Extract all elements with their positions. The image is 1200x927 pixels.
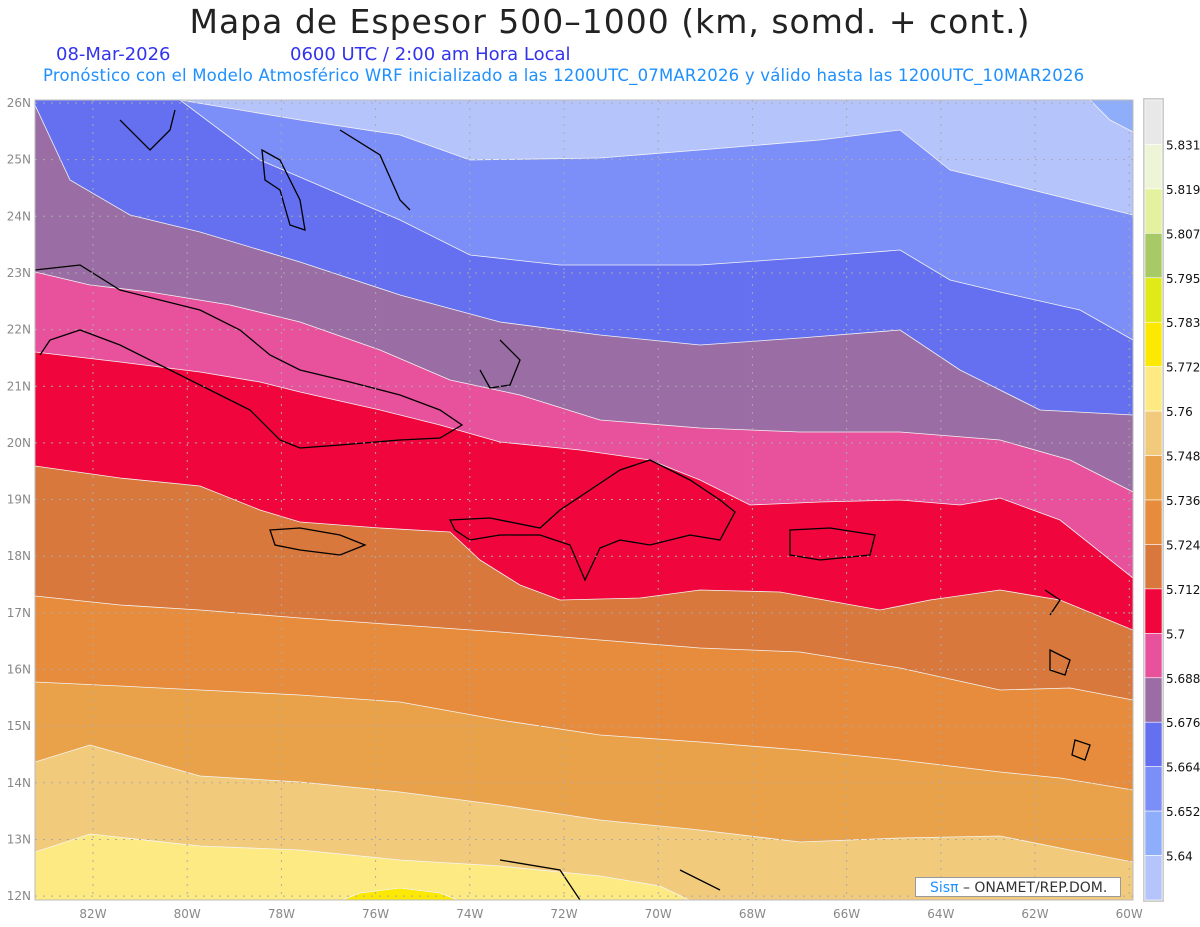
band	[35, 833, 691, 900]
coastline	[269, 527, 367, 556]
coastline	[119, 109, 176, 151]
lon-label: 66W	[833, 907, 860, 921]
coastline	[1071, 739, 1091, 761]
lat-label: 19N	[7, 493, 31, 507]
colorbar-label: 5.688	[1166, 672, 1200, 686]
graticule: 82W 80W 78W 76W 74W 72W 70W 68W 66W 64W 62W 60W 26N 2…	[7, 96, 1143, 921]
colorbar-swatch	[1144, 633, 1163, 679]
colorbar-swatch	[1144, 366, 1163, 412]
lon-label: 78W	[268, 907, 295, 921]
colorbar-label: 5.819	[1166, 183, 1200, 197]
colorbar-label: 5.652	[1166, 805, 1200, 819]
colorbar: 5.831 5.819 5.807 5.795 5.783 5.772 5.76 5.748 5…	[1143, 98, 1200, 902]
colorbar-label: 5.736	[1166, 494, 1200, 508]
coastline	[679, 869, 721, 891]
forecast-time: 0600 UTC / 2:00 am Hora Local	[290, 44, 571, 65]
colorbar-label: 5.748	[1166, 450, 1200, 464]
lon-label: 70W	[645, 907, 672, 921]
colorbar-label: 5.664	[1166, 761, 1200, 775]
lon-label: 62W	[1021, 907, 1048, 921]
colorbar-swatch	[1144, 766, 1163, 812]
lat-label: 26N	[7, 96, 31, 110]
colorbar-label: 5.676	[1166, 716, 1200, 730]
thickness-contours	[35, 100, 1133, 900]
lon-label: 72W	[550, 907, 577, 921]
colorbar-swatch	[1144, 677, 1163, 723]
lat-label: 24N	[7, 209, 31, 223]
colorbar-label: 5.795	[1166, 272, 1200, 286]
colorbar-swatch	[1144, 99, 1163, 145]
lat-label: 17N	[7, 606, 31, 620]
band	[1089, 100, 1133, 133]
colorbar-swatch	[1144, 455, 1163, 501]
lon-label: 82W	[79, 907, 106, 921]
colorbar-label: 5.831	[1166, 138, 1200, 152]
colorbar-label: 5.783	[1166, 316, 1200, 330]
coastline	[1049, 648, 1071, 676]
colorbar-label: 5.807	[1166, 227, 1200, 241]
coastline	[261, 148, 306, 231]
colorbar-swatch	[1144, 499, 1163, 545]
lon-label: 80W	[174, 907, 201, 921]
colorbar-swatch	[1144, 233, 1163, 279]
model-subtitle: Pronóstico con el Modelo Atmosférico WRF…	[43, 66, 1085, 85]
lon-label: 76W	[362, 907, 389, 921]
coastline	[339, 129, 411, 211]
credit-brand: Sisπ	[930, 880, 959, 896]
coastline	[499, 859, 581, 900]
band	[341, 887, 459, 900]
colorbar-label: 5.724	[1166, 538, 1200, 552]
colorbar-swatch	[1144, 588, 1163, 634]
lon-label: 68W	[739, 907, 766, 921]
colorbar-swatch	[1144, 410, 1163, 456]
lat-label: 14N	[7, 776, 31, 790]
credit-text: – ONAMET/REP.DOM.	[958, 880, 1108, 896]
colorbar-label: 5.7	[1166, 627, 1185, 641]
map-frame	[34, 99, 1134, 901]
coastline	[789, 527, 876, 561]
lon-label: 74W	[456, 907, 483, 921]
colorbar-swatch	[1144, 855, 1163, 901]
colorbar-swatch	[1144, 144, 1163, 190]
lon-label: 64W	[927, 907, 954, 921]
colorbar-label: 5.712	[1166, 583, 1200, 597]
lat-label: 23N	[7, 266, 31, 280]
lat-label: 18N	[7, 549, 31, 563]
colorbar-swatch	[1144, 810, 1163, 856]
lat-label: 25N	[7, 153, 31, 167]
colorbar-swatch	[1144, 321, 1163, 367]
colorbar-swatch	[1144, 188, 1163, 234]
colorbar-label: 5.76	[1166, 405, 1193, 419]
lat-label: 20N	[7, 436, 31, 450]
colorbar-label: 5.64	[1166, 850, 1193, 864]
forecast-date: 08-Mar-2026	[56, 44, 171, 65]
colorbar-label: 5.772	[1166, 361, 1200, 375]
lat-label: 21N	[7, 379, 31, 393]
coastline	[1044, 589, 1061, 616]
colorbar-swatch	[1144, 544, 1163, 590]
coastline	[479, 339, 521, 389]
credit-box: Sisπ – ONAMET/REP.DOM.	[915, 877, 1121, 897]
lat-label: 15N	[7, 719, 31, 733]
coastlines	[35, 109, 1091, 900]
coastline	[448, 459, 736, 582]
colorbar-swatch	[1144, 277, 1163, 323]
coastline	[35, 264, 464, 449]
lon-label: 60W	[1116, 907, 1143, 921]
lat-label: 12N	[7, 889, 31, 903]
lat-label: 22N	[7, 323, 31, 337]
lat-label: 16N	[7, 663, 31, 677]
colorbar-swatch	[1144, 721, 1163, 767]
map-title: Mapa de Espesor 500–1000 (km, somd. + co…	[189, 2, 1031, 41]
lat-label: 13N	[7, 832, 31, 846]
